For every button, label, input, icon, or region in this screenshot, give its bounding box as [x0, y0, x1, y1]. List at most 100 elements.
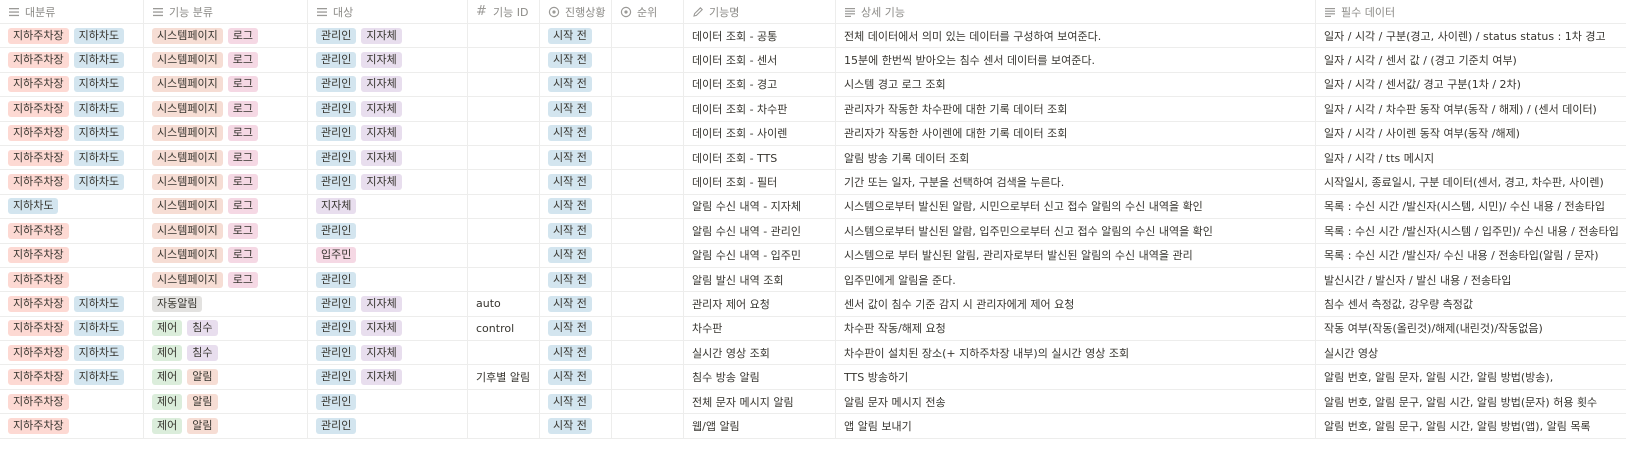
detail-cell[interactable]: 전체 데이터에서 의미 있는 데이터를 구성하여 보여준다. [836, 24, 1316, 48]
target-cell[interactable]: 관리인 지자체 [308, 72, 468, 97]
rank-cell[interactable] [612, 292, 684, 316]
function-name-cell[interactable]: 데이터 조회 - TTS [684, 145, 836, 170]
status-cell[interactable]: 시작 전 [540, 365, 612, 389]
category-cell[interactable]: 지하주차장 [0, 414, 144, 438]
detail-cell[interactable]: 알림 문자 메시지 전송 [836, 389, 1316, 414]
detail-cell[interactable]: 시스템으로부터 발신된 알람, 입주민으로부터 신고 접수 알림의 수신 내역을… [836, 219, 1316, 243]
table-row[interactable]: 지하주차장 지하차도 시스템페이지 로그 관리인 지자체 시작 전 데이터 조회 - 센서 15… [0, 48, 1626, 73]
function-type-cell[interactable]: 시스템페이지 로그 [144, 194, 308, 219]
function-id-cell[interactable] [468, 267, 540, 292]
category-cell[interactable]: 지하주차장 지하차도 [0, 365, 144, 389]
status-cell[interactable]: 시작 전 [540, 292, 612, 316]
function-name-cell[interactable]: 데이터 조회 - 사이렌 [684, 121, 836, 145]
target-cell[interactable]: 관리인 지자체 [308, 365, 468, 389]
status-cell[interactable]: 시작 전 [540, 389, 612, 414]
function-name-cell[interactable]: 침수 방송 알림 [684, 365, 836, 389]
function-id-cell[interactable] [468, 341, 540, 365]
function-name-cell[interactable]: 차수판 [684, 316, 836, 341]
required-data-cell[interactable]: 목록 : 수신 시간 /발신자(시스템 / 입주민)/ 수신 내용 / 전송타입 [1316, 219, 1626, 242]
target-cell[interactable]: 관리인 지자체 [308, 97, 468, 121]
function-id-cell[interactable] [468, 219, 540, 243]
status-cell[interactable]: 시작 전 [540, 414, 612, 438]
table-row[interactable]: 지하주차장 제어 알림 관리인 시작 전 웹/앱 알림 앱 알림 보내기 알림 번호, 알림 … [0, 414, 1626, 439]
function-type-cell[interactable]: 시스템페이지 로그 [144, 219, 308, 243]
category-cell[interactable]: 지하주차장 지하차도 [0, 341, 144, 365]
target-cell[interactable]: 입주민 [308, 243, 468, 267]
function-id-cell[interactable] [468, 414, 540, 438]
table-row[interactable]: 지하주차장 지하차도 시스템페이지 로그 관리인 지자체 시작 전 데이터 조회 - 사이렌 관… [0, 121, 1626, 146]
status-cell[interactable]: 시작 전 [540, 72, 612, 97]
rank-cell[interactable] [612, 267, 684, 292]
function-name-cell[interactable]: 데이터 조회 - 경고 [684, 72, 836, 97]
status-cell[interactable]: 시작 전 [540, 145, 612, 170]
function-type-cell[interactable]: 제어 침수 [144, 316, 308, 341]
required-data-cell[interactable]: 발신시간 / 발신자 / 발신 내용 / 전송타입 [1316, 268, 1626, 291]
category-cell[interactable]: 지하주차장 지하차도 [0, 170, 144, 194]
rank-cell[interactable] [612, 97, 684, 121]
required-data-cell[interactable]: 시작일시, 종료일시, 구분 데이터(센서, 경고, 차수판, 사이렌) [1316, 170, 1626, 193]
target-cell[interactable]: 관리인 지자체 [308, 24, 468, 48]
rank-cell[interactable] [612, 48, 684, 72]
required-data-cell[interactable]: 작동 여부(작동(올린것)/해제(내린것)/작동없음) [1316, 317, 1626, 340]
required-data-cell[interactable]: 일자 / 시각 / tts 메시지 [1316, 146, 1626, 169]
target-cell[interactable]: 관리인 지자체 [308, 170, 468, 194]
function-id-cell[interactable]: 기후별 알림 제 [468, 365, 540, 389]
function-id-cell[interactable] [468, 243, 540, 267]
status-cell[interactable]: 시작 전 [540, 341, 612, 365]
detail-cell[interactable]: 알림 방송 기록 데이터 조회 [836, 145, 1316, 170]
target-cell[interactable]: 관리인 지자체 [308, 48, 468, 72]
function-id-cell[interactable] [468, 389, 540, 414]
function-id-cell[interactable] [468, 121, 540, 145]
target-cell[interactable]: 관리인 [308, 389, 468, 414]
function-name-cell[interactable]: 알림 수신 내역 - 입주민 [684, 243, 836, 267]
category-cell[interactable]: 지하주차장 지하차도 [0, 48, 144, 72]
rank-cell[interactable] [612, 243, 684, 267]
status-cell[interactable]: 시작 전 [540, 243, 612, 267]
function-type-cell[interactable]: 시스템페이지 로그 [144, 97, 308, 121]
function-name-cell[interactable]: 데이터 조회 - 차수판 [684, 97, 836, 121]
table-row[interactable]: 지하주차장 제어 알림 관리인 시작 전 전체 문자 메시지 알림 알림 문자 메시지 전송… [0, 389, 1626, 415]
category-cell[interactable]: 지하주차장 지하차도 [0, 316, 144, 341]
category-cell[interactable]: 지하주차장 지하차도 [0, 121, 144, 145]
detail-cell[interactable]: 관리자가 작동한 사이렌에 대한 기록 데이터 조회 [836, 121, 1316, 145]
column-header[interactable]: 대분류 [0, 0, 144, 23]
rank-cell[interactable] [612, 24, 684, 48]
detail-cell[interactable]: 차수판이 설치된 장소(+ 지하주차장 내부)의 실시간 영상 조회 [836, 341, 1316, 365]
table-row[interactable]: 지하주차장 지하차도 시스템페이지 로그 관리인 지자체 시작 전 데이터 조회 - 필터 기간… [0, 170, 1626, 195]
detail-cell[interactable]: 시스템으로 부터 발신된 알림, 관리자로부터 발신된 알림의 수신 내역을 관… [836, 243, 1316, 267]
function-type-cell[interactable]: 시스템페이지 로그 [144, 24, 308, 48]
rank-cell[interactable] [612, 316, 684, 341]
rank-cell[interactable] [612, 121, 684, 145]
detail-cell[interactable]: 입주민에게 알림을 준다. [836, 267, 1316, 292]
rank-cell[interactable] [612, 389, 684, 414]
target-cell[interactable]: 관리인 지자체 [308, 121, 468, 145]
required-data-cell[interactable]: 알림 번호, 알림 문자, 알림 시간, 알림 방법(방송), [1316, 365, 1626, 388]
category-cell[interactable]: 지하주차장 지하차도 [0, 24, 144, 48]
function-type-cell[interactable]: 제어 침수 [144, 341, 308, 365]
status-cell[interactable]: 시작 전 [540, 194, 612, 219]
function-type-cell[interactable]: 시스템페이지 로그 [144, 72, 308, 97]
category-cell[interactable]: 지하주차장 [0, 219, 144, 243]
target-cell[interactable]: 관리인 지자체 [308, 341, 468, 365]
detail-cell[interactable]: 센서 값이 침수 기준 감지 시 관리자에게 제어 요청 [836, 292, 1316, 316]
rank-cell[interactable] [612, 145, 684, 170]
column-header[interactable]: 필수 데이터 [1316, 0, 1626, 23]
table-row[interactable]: 지하주차장 지하차도 제어 침수 관리인 지자체 시작 전 실시간 영상 조회 차수판이 설치된… [0, 341, 1626, 366]
table-row[interactable]: 지하주차장 지하차도 시스템페이지 로그 관리인 지자체 시작 전 데이터 조회 - 차수판 관… [0, 97, 1626, 122]
function-id-cell[interactable] [468, 24, 540, 48]
rank-cell[interactable] [612, 414, 684, 438]
required-data-cell[interactable]: 일자 / 시각 / 차수판 동작 여부(동작 / 해제) / (센서 데이터) [1316, 97, 1626, 120]
table-row[interactable]: 지하주차장 지하차도 시스템페이지 로그 관리인 지자체 시작 전 데이터 조회 - 경고 시스… [0, 72, 1626, 98]
function-name-cell[interactable]: 실시간 영상 조회 [684, 341, 836, 365]
target-cell[interactable]: 관리인 [308, 267, 468, 292]
function-type-cell[interactable]: 시스템페이지 로그 [144, 243, 308, 267]
function-name-cell[interactable]: 알림 수신 내역 - 관리인 [684, 219, 836, 243]
status-cell[interactable]: 시작 전 [540, 219, 612, 243]
function-type-cell[interactable]: 시스템페이지 로그 [144, 145, 308, 170]
rank-cell[interactable] [612, 194, 684, 219]
detail-cell[interactable]: 기간 또는 일자, 구분을 선택하여 검색을 누른다. [836, 170, 1316, 194]
function-id-cell[interactable]: control [468, 316, 540, 341]
function-type-cell[interactable]: 시스템페이지 로그 [144, 48, 308, 72]
column-header[interactable]: 기능 분류 [144, 0, 308, 23]
category-cell[interactable]: 지하주차장 [0, 267, 144, 292]
